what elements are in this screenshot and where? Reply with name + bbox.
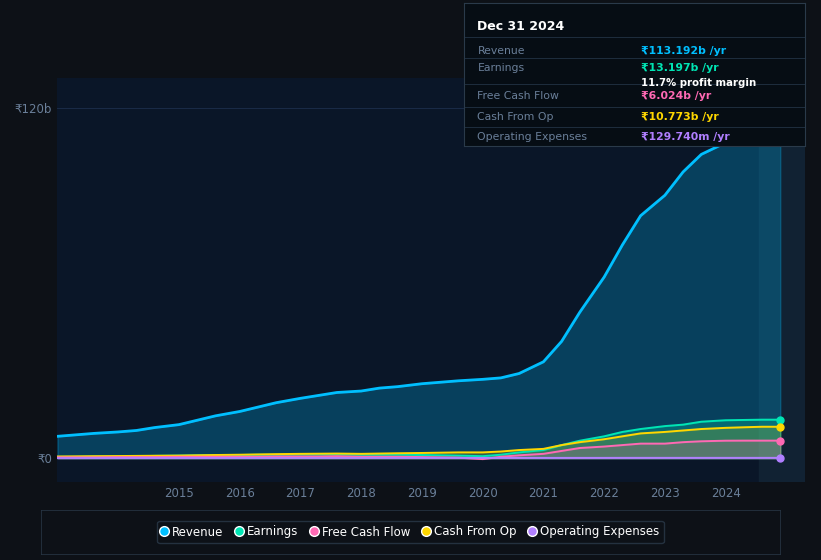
Bar bbox=[759, 78, 805, 482]
Legend: Revenue, Earnings, Free Cash Flow, Cash From Op, Operating Expenses: Revenue, Earnings, Free Cash Flow, Cash … bbox=[158, 521, 663, 543]
Text: Cash From Op: Cash From Op bbox=[478, 112, 554, 122]
Text: Operating Expenses: Operating Expenses bbox=[478, 132, 588, 142]
Text: ₹6.024b /yr: ₹6.024b /yr bbox=[641, 91, 711, 101]
Text: ₹13.197b /yr: ₹13.197b /yr bbox=[641, 63, 718, 73]
Text: Earnings: Earnings bbox=[478, 63, 525, 73]
Text: Dec 31 2024: Dec 31 2024 bbox=[478, 20, 565, 33]
Text: ₹113.192b /yr: ₹113.192b /yr bbox=[641, 46, 726, 57]
Text: Revenue: Revenue bbox=[478, 46, 525, 57]
Text: Free Cash Flow: Free Cash Flow bbox=[478, 91, 559, 101]
Text: ₹129.740m /yr: ₹129.740m /yr bbox=[641, 132, 730, 142]
Text: ₹10.773b /yr: ₹10.773b /yr bbox=[641, 112, 719, 122]
Text: 11.7% profit margin: 11.7% profit margin bbox=[641, 78, 756, 88]
